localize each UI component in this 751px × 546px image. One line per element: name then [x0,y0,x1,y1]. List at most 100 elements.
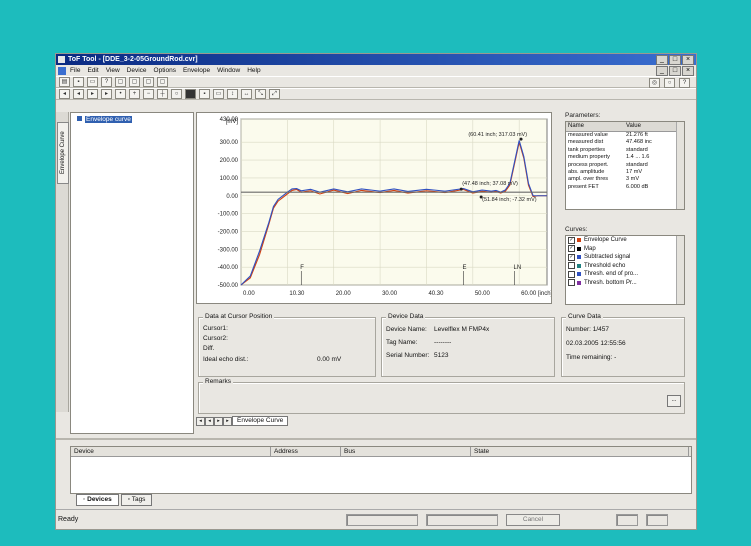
curve-item[interactable]: ✓ Subtracted signal [566,253,684,262]
doc-minimize-button[interactable]: _ [656,66,668,76]
close-button[interactable]: × [682,55,694,65]
record-icon[interactable]: • [115,89,126,99]
save-icon[interactable]: ▪ [73,77,84,87]
marker-icon[interactable]: ▪ [199,89,210,99]
envelope-chart[interactable]: 430.00 300.00 200.00 100.00 0.00 -100.00 -200.… [196,112,553,304]
tab-tags[interactable]: ▫ Tags [120,494,153,506]
parameters-scrollbar[interactable] [676,122,684,209]
pointer-help-icon[interactable]: ? [679,78,690,88]
binoculars-icon[interactable]: ◎ [649,78,660,88]
col-device[interactable]: Device [71,447,271,456]
tab-prev-icon[interactable]: ◂ [205,417,214,426]
col-address[interactable]: Address [271,447,341,456]
serial-number-label: Serial Number: [386,352,430,359]
title-bar[interactable]: ToF Tool - [DDE_3-2-05GroundRod.cvr] _ □… [56,54,696,65]
tab-envelope-curve[interactable]: Envelope Curve [57,122,69,184]
param-row[interactable]: medium property 1.4 ... 1.6 [566,154,684,161]
curve-checkbox[interactable]: ✓ [568,245,575,253]
menu-options[interactable]: Options [153,67,176,74]
curve-checkbox[interactable]: ✓ [568,236,575,244]
scale-icon-1[interactable]: ↕ [227,89,238,99]
curve-checkbox[interactable] [568,279,575,287]
open-icon[interactable]: ▤ [59,77,70,87]
curve-checkbox[interactable] [568,262,575,270]
scale-icon-4[interactable]: ⤢ [269,89,280,99]
cursor-icon[interactable]: ┼ [157,89,168,99]
curve-checkbox[interactable] [568,270,575,278]
last-icon[interactable]: ▸ [101,89,112,99]
tab-next-icon[interactable]: ▸ [214,417,223,426]
view-icon-3[interactable]: ▢ [143,77,154,87]
curve-item[interactable]: Thresh. end of pro... [566,270,684,279]
param-name-header[interactable]: Name [568,123,585,129]
param-row[interactable]: abs. amplitude 17 mV [566,169,684,176]
param-value: 1.4 ... 1.6 [626,154,650,161]
param-value: standard [626,146,648,153]
menu-file[interactable]: File [70,67,81,74]
help-icon[interactable]: ? [101,77,112,87]
zoom-out-icon[interactable]: − [143,89,154,99]
x-tick-label: 50.00 [475,291,491,297]
menu-window[interactable]: Window [217,67,241,74]
param-row[interactable]: process propert. standard [566,162,684,169]
zoom-in-icon[interactable]: + [129,89,140,99]
view-icon-4[interactable]: ▢ [157,77,168,87]
param-row[interactable]: measured dist 47.468 inc [566,139,684,146]
devices-icon: ◦ [83,496,88,503]
print-icon[interactable]: ▭ [87,77,98,87]
curve-item[interactable]: Threshold echo [566,262,684,271]
tab-devices[interactable]: ◦ Devices [76,494,119,506]
menu-edit[interactable]: Edit [87,67,99,74]
envelope-view: 430.00 300.00 200.00 100.00 0.00 -100.00 -200.… [196,112,693,432]
col-state[interactable]: State [471,447,689,456]
curve-item[interactable]: ✓ Envelope Curve [566,236,684,245]
menu-device[interactable]: Device [126,67,147,74]
annotation-point [519,137,523,141]
sheet-tab-envelope-curve[interactable]: Envelope Curve [232,416,289,426]
cursor-data-title: Data at Cursor Position [203,313,275,320]
annotation-label: (60.41 inch; 317.03 mV) [468,132,527,138]
chart-svg[interactable]: 430.00 300.00 200.00 100.00 0.00 -100.00 -200.… [197,113,553,303]
scale-icon-3[interactable]: ⤡ [255,89,266,99]
tab-devices-label: Devices [87,496,112,503]
view-icon-1[interactable]: ▢ [115,77,126,87]
grid-icon[interactable] [185,89,196,99]
param-value-header[interactable]: Value [626,123,641,129]
annotation-point [459,187,463,191]
param-row[interactable]: present FET 6.000 dB [566,184,684,191]
param-row[interactable]: tank properties standard [566,147,684,154]
view-icon-2[interactable]: ▢ [129,77,140,87]
scale-icon-2[interactable]: ↔ [241,89,252,99]
curve-label: Thresh. bottom Pr... [584,279,637,286]
tag-name-value: -------- [434,339,452,346]
tab-last-icon[interactable]: ▸ [223,417,232,426]
param-row[interactable]: measured value 21.276 ft [566,132,684,139]
curves-scrollbar[interactable] [676,236,684,304]
tab-first-icon[interactable]: ◂ [196,417,205,426]
cancel-button[interactable]: Cancel [506,514,560,526]
menu-bar: File Edit View Device Options Envelope W… [56,65,696,76]
next-icon[interactable]: ▸ [87,89,98,99]
settings-icon[interactable]: ○ [171,89,182,99]
doc-restore-button[interactable]: □ [669,66,681,76]
copy-icon[interactable]: ▭ [213,89,224,99]
curve-datetime: 02.03.2005 12:55:56 [566,340,626,347]
param-row[interactable]: ampl. over thres 3 mV [566,176,684,183]
curve-checkbox[interactable]: ✓ [568,253,575,261]
document-icon[interactable] [58,66,66,75]
curve-item[interactable]: ✓ Map [566,245,684,254]
menu-envelope[interactable]: Envelope [182,67,211,74]
menu-view[interactable]: View [105,67,120,74]
prev-icon[interactable]: ◂ [73,89,84,99]
first-icon[interactable]: ◂ [59,89,70,99]
remarks-edit-button[interactable]: ... [667,395,681,407]
curve-item[interactable]: Thresh. bottom Pr... [566,279,684,288]
col-bus[interactable]: Bus [341,447,471,456]
search-icon[interactable]: ○ [664,78,675,88]
maximize-button[interactable]: □ [669,55,681,65]
menu-help[interactable]: Help [247,67,261,74]
doc-close-button[interactable]: × [682,66,694,76]
minimize-button[interactable]: _ [656,55,668,65]
curve-label: Threshold echo [584,262,626,269]
tree-item-envelope-curve[interactable]: Envelope curve [77,116,132,123]
